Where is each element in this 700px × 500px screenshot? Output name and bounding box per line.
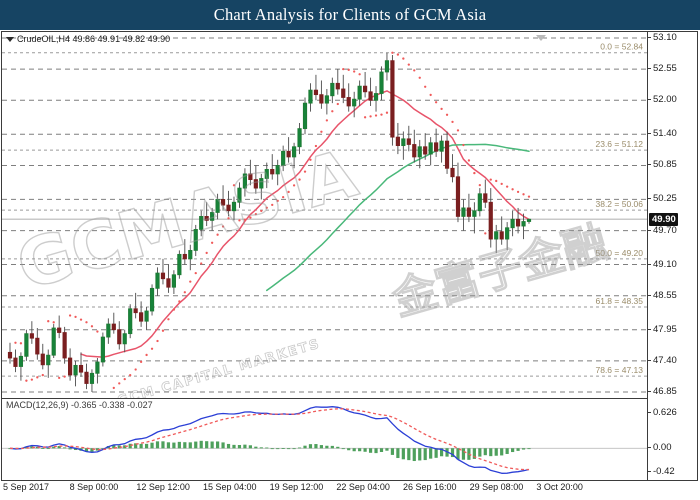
current-price-badge: 49.90 (649, 213, 678, 227)
time-axis-label: 5 Sep 2017 (3, 482, 50, 492)
svg-text:0.0 = 52.84: 0.0 = 52.84 (600, 42, 643, 52)
chart-frame: 0.0 = 52.84 23.6 = 51.12 38.2 = 50.06 50.0 … (1, 31, 698, 481)
svg-text:61.8 = 48.35: 61.8 = 48.35 (595, 296, 643, 306)
price-tick-label: 48.55 (653, 289, 677, 301)
macd-tick: -0.42 (647, 466, 675, 477)
time-axis-label: 26 Sep 16:00 (403, 482, 457, 492)
right-price-scale[interactable]: 53.10 52.55 52.00 51.40 50.85 50.25 49.70 49.10… (647, 31, 700, 481)
svg-text:23.6 = 51.12: 23.6 = 51.12 (595, 139, 643, 149)
time-axis-label: 22 Sep 04:00 (336, 482, 390, 492)
svg-text:78.6 = 47.13: 78.6 = 47.13 (595, 365, 643, 375)
price-tick: 47.95 (647, 324, 677, 335)
macd-tick-label: 0.00 (653, 442, 672, 454)
collapse-triangle-icon[interactable] (6, 37, 14, 43)
price-axis-line (647, 32, 648, 480)
time-axis: 5 Sep 2017 8 Sep 00:00 12 Sep 12:00 15 Sep … (1, 482, 698, 498)
macd-tick: 0.626 (647, 407, 677, 418)
time-axis-label: 15 Sep 04:00 (203, 482, 257, 492)
price-tick-label: 46.85 (653, 386, 677, 397)
price-chart-canvas: 0.0 = 52.84 23.6 = 51.12 38.2 = 50.06 50.0 … (2, 37, 647, 393)
price-tick: 52.00 (647, 94, 677, 105)
pane-divider (2, 398, 647, 399)
price-tick: 53.10 (647, 32, 677, 43)
time-axis-label: 8 Sep 00:00 (69, 482, 119, 492)
macd-tick: 0.00 (647, 442, 672, 453)
symbol-legend-text: CrudeOIL,H4 49.86 49.91 49.82 49.90 (17, 34, 171, 44)
price-tick-label: 52.55 (653, 63, 677, 75)
price-tick: 50.25 (647, 193, 677, 204)
macd-pane[interactable]: MACD(12,26,9) -0.365 -0.338 -0.027 (2, 399, 647, 480)
time-axis-label: 29 Sep 08:00 (469, 482, 524, 492)
price-tick: 51.40 (647, 128, 677, 139)
price-tick-label: 49.70 (653, 224, 677, 236)
price-tick-label: 51.40 (653, 128, 677, 140)
price-tick: 48.55 (647, 290, 677, 301)
price-tick: 52.55 (647, 63, 677, 74)
symbol-legend[interactable]: CrudeOIL,H4 49.86 49.91 49.82 49.90 (6, 34, 170, 44)
svg-text:38.2 = 50.06: 38.2 = 50.06 (595, 199, 643, 209)
price-tick: 47.40 (647, 355, 677, 366)
macd-chart-canvas (2, 406, 647, 474)
time-axis-label: 19 Sep 12:00 (269, 482, 324, 492)
price-tick: 49.10 (647, 259, 677, 270)
page-title: Chart Analysis for Clients of GCM Asia (213, 5, 487, 24)
svg-text:50.0 = 49.20: 50.0 = 49.20 (595, 248, 643, 258)
macd-tick-label: -0.42 (653, 466, 675, 477)
price-tick: 50.85 (647, 159, 677, 170)
top-marker-icon (536, 35, 546, 41)
page-header: Chart Analysis for Clients of GCM Asia (0, 0, 700, 30)
price-tick-label: 47.95 (653, 323, 677, 335)
price-tick: 46.85 (647, 386, 677, 397)
price-tick-label: 47.40 (653, 354, 677, 366)
price-tick-label: 49.10 (653, 258, 677, 270)
macd-legend: MACD(12,26,9) -0.365 -0.338 -0.027 (6, 400, 153, 410)
time-axis-label: 3 Oct 20:00 (536, 482, 583, 492)
price-tick-label: 50.25 (653, 193, 677, 205)
price-pane[interactable]: 0.0 = 52.84 23.6 = 51.12 38.2 = 50.06 50.0 … (2, 32, 647, 398)
price-tick-label: 53.10 (653, 32, 677, 43)
price-tick-label: 50.85 (653, 159, 677, 171)
price-tick-label: 52.00 (653, 94, 677, 106)
price-tick: 49.70 (647, 225, 677, 236)
macd-tick-label: 0.626 (653, 407, 677, 418)
time-axis-label: 12 Sep 12:00 (136, 482, 190, 492)
